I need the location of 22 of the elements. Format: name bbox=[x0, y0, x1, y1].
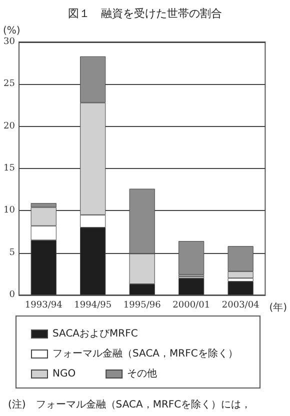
y-tick-label: 10 bbox=[4, 206, 16, 216]
x-tick-label: 1993/94 bbox=[24, 300, 63, 310]
x-tick-label: 1994/95 bbox=[74, 300, 112, 310]
legend-label: NGO bbox=[52, 368, 76, 380]
bar bbox=[178, 278, 204, 295]
y-tick-label: 5 bbox=[9, 248, 16, 258]
y-axis-title: (%) bbox=[3, 26, 20, 36]
text: (注) フォーマル金融（SACA，MRFCを除く）には， bbox=[8, 398, 252, 410]
x-tick-label: 2003/04 bbox=[222, 300, 260, 310]
y-tick-label: 25 bbox=[4, 79, 16, 90]
x-tick-label: 1995/96 bbox=[123, 300, 162, 310]
chart-title: 図１ 融資を受けた世帯の割合 bbox=[68, 7, 222, 20]
x-axis-title: (年) bbox=[269, 302, 288, 314]
y-tick-label: 0 bbox=[9, 290, 16, 300]
y-tick-label: 30 bbox=[4, 37, 16, 47]
x-tick-label: 2000/01 bbox=[172, 300, 210, 310]
legend-label: SACAおよびMRFC bbox=[52, 328, 138, 340]
bar bbox=[228, 282, 254, 295]
legend-label: その他 bbox=[127, 368, 158, 380]
y-tick-label: 20 bbox=[4, 121, 16, 132]
legend-label: フォーマル金融（SACA，MRFCを除く） bbox=[52, 348, 238, 360]
y-tick-label: 15 bbox=[4, 164, 16, 174]
